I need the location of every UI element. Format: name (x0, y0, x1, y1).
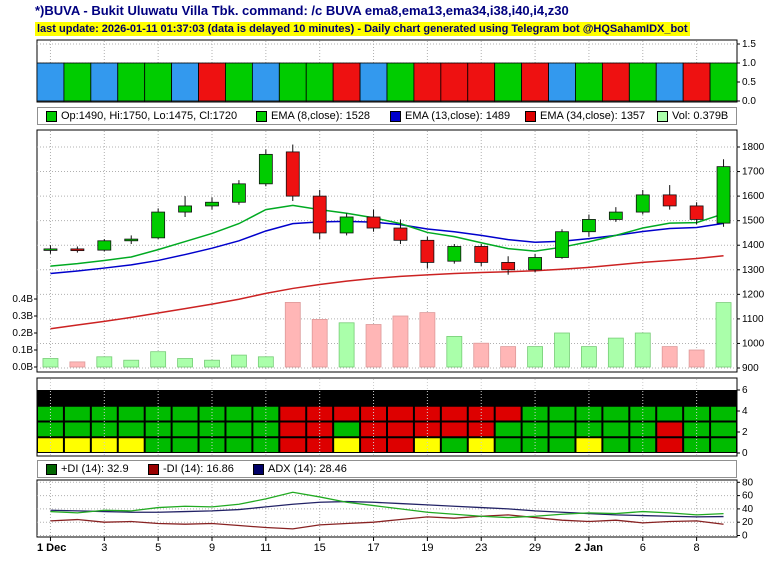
svg-text:0.4B: 0.4B (12, 294, 33, 305)
ema8-legend-item: EMA (8,close): 1528 (256, 109, 370, 123)
svg-text:1500: 1500 (742, 216, 765, 227)
adx-label: ADX (14): 28.46 (268, 463, 347, 475)
vol-label: Vol: 0.379B (672, 110, 729, 122)
ohlc-swatch (46, 110, 57, 122)
signal-strip-panel (36, 39, 738, 103)
svg-text:9: 9 (209, 542, 215, 554)
svg-text:1400: 1400 (742, 240, 765, 251)
plus-di-label: +DI (14): 32.9 (61, 463, 129, 475)
last-update-line: last update: 2026-01-11 01:37:03 (data i… (35, 19, 690, 37)
svg-text:2 Jan: 2 Jan (575, 542, 603, 554)
svg-text:20: 20 (742, 517, 754, 528)
ema8-swatch (256, 110, 267, 122)
svg-text:1 Dec: 1 Dec (37, 542, 66, 554)
page-title: *)BUVA - Bukit Uluwatu Villa Tbk. comman… (35, 3, 569, 18)
svg-text:15: 15 (314, 542, 326, 554)
svg-text:17: 17 (367, 542, 379, 554)
svg-text:4: 4 (742, 406, 748, 417)
svg-text:60: 60 (742, 491, 754, 502)
svg-text:3: 3 (101, 542, 107, 554)
ema13-label: EMA (13,close): 1489 (405, 110, 511, 122)
svg-text:1100: 1100 (742, 314, 764, 325)
ema34-swatch (525, 110, 536, 122)
svg-text:1700: 1700 (742, 167, 765, 178)
main-legend: Op:1490, Hi:1750, Lo:1475, Cl:1720 EMA (… (37, 107, 737, 125)
svg-text:0.3B: 0.3B (12, 311, 33, 322)
svg-text:11: 11 (260, 542, 271, 554)
minus-di-label: -DI (14): 16.86 (163, 463, 234, 475)
adx-swatch (253, 463, 264, 475)
svg-text:1000: 1000 (742, 338, 765, 349)
svg-text:80: 80 (742, 477, 754, 488)
svg-text:0: 0 (742, 531, 748, 542)
svg-text:0.0B: 0.0B (12, 362, 33, 373)
minus-di-swatch (148, 463, 159, 475)
svg-text:1.0: 1.0 (742, 58, 756, 69)
svg-text:6: 6 (742, 385, 748, 396)
last-update-text: last update: 2026-01-11 01:37:03 (data i… (35, 22, 690, 36)
svg-text:5: 5 (155, 542, 161, 554)
x-axis-labels: 1 Dec 3 5 9 11 15 17 19 23 29 2 Jan 6 8 (37, 537, 700, 554)
vol-swatch (657, 110, 668, 122)
svg-text:0: 0 (742, 448, 748, 459)
svg-text:40: 40 (742, 504, 754, 515)
ema8-label: EMA (8,close): 1528 (271, 110, 371, 122)
price-panel (36, 129, 738, 373)
volume-bars (42, 301, 732, 368)
ema34-legend-item: EMA (34,close): 1357 (525, 109, 645, 123)
indicator-heatmap-panel (36, 377, 738, 457)
ohlc-label: Op:1490, Hi:1750, Lo:1475, Cl:1720 (61, 110, 238, 122)
ema34-label: EMA (34,close): 1357 (540, 110, 646, 122)
adx-legend-item: ADX (14): 28.46 (253, 462, 347, 476)
vol-legend-item: Vol: 0.379B (657, 109, 728, 123)
ema34-line (50, 255, 724, 330)
svg-text:19: 19 (421, 542, 433, 554)
svg-text:2: 2 (742, 427, 748, 438)
ema8-line (50, 204, 724, 267)
svg-text:8: 8 (694, 542, 700, 554)
svg-text:1200: 1200 (742, 289, 765, 300)
minus-di-legend-item: -DI (14): 16.86 (148, 462, 234, 476)
plus-di-swatch (46, 463, 57, 475)
dmi-legend: +DI (14): 32.9 -DI (14): 16.86 ADX (14):… (37, 460, 737, 478)
adx-line (50, 500, 724, 518)
plus-di-line (50, 491, 724, 519)
svg-text:1600: 1600 (742, 191, 765, 202)
dmi-panel (36, 479, 738, 538)
svg-text:6: 6 (640, 542, 646, 554)
svg-text:1800: 1800 (742, 142, 765, 153)
svg-text:0.2B: 0.2B (12, 328, 33, 339)
ema13-legend-item: EMA (13,close): 1489 (390, 109, 510, 123)
svg-text:29: 29 (529, 542, 541, 554)
candles-group (43, 144, 731, 275)
ema13-swatch (390, 110, 401, 122)
ohlc-legend-item: Op:1490, Hi:1750, Lo:1475, Cl:1720 (46, 109, 237, 123)
svg-text:1.5: 1.5 (742, 39, 756, 50)
plus-di-legend-item: +DI (14): 32.9 (46, 462, 129, 476)
svg-text:1300: 1300 (742, 265, 765, 276)
svg-text:0.1B: 0.1B (12, 345, 33, 356)
svg-text:900: 900 (742, 363, 759, 374)
ema-lines (50, 204, 724, 330)
svg-text:0.0: 0.0 (742, 96, 756, 107)
svg-text:0.5: 0.5 (742, 77, 756, 88)
svg-text:23: 23 (475, 542, 487, 554)
minus-di-line (50, 514, 724, 530)
